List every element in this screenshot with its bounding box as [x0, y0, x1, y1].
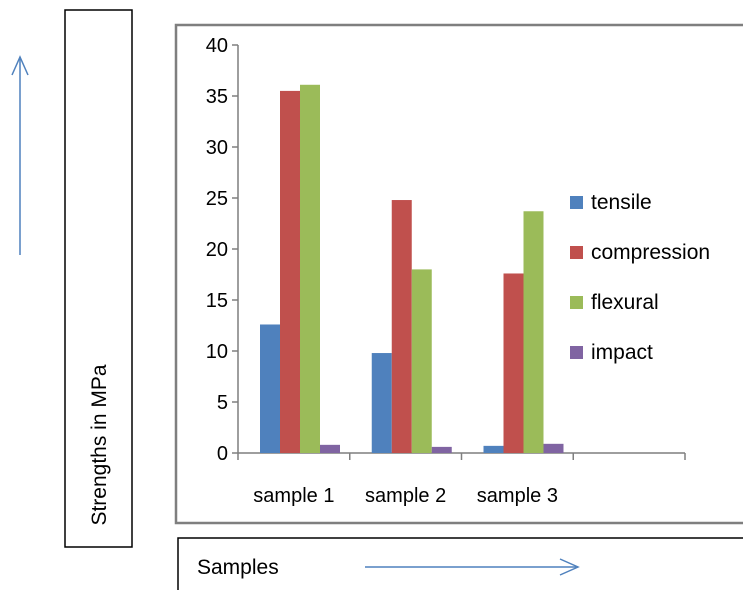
y-tick-label: 25	[206, 188, 228, 210]
y-tick-label: 15	[206, 290, 228, 312]
y-tick-label: 30	[206, 137, 228, 159]
y-tick-label: 20	[206, 239, 228, 261]
bar-compression-3	[503, 273, 524, 453]
xlabel-box	[177, 537, 743, 590]
x-tick-label: sample 3	[477, 485, 558, 507]
legend-label-flexural: flexural	[591, 291, 659, 314]
legend-swatch-flexural	[570, 296, 583, 309]
x-tick-labels: sample 1 sample 2 sample 3	[253, 485, 558, 507]
legend-swatch-compression	[570, 246, 583, 259]
bar-compression-1	[280, 90, 300, 454]
y-tick-label: 35	[206, 86, 228, 108]
ylabel-box	[64, 9, 133, 548]
y-tick-label: 5	[217, 392, 228, 414]
bar-tensile-2	[371, 353, 392, 453]
legend: tensile compression flexural impact	[570, 191, 710, 364]
bar-impact-2	[431, 446, 452, 453]
bar-tensile-1	[260, 324, 280, 453]
x-tick-label: sample 1	[253, 485, 334, 507]
legend-label-compression: compression	[591, 241, 710, 264]
bar-flexural-1	[300, 84, 320, 453]
bar-impact-1	[320, 444, 340, 453]
bar-flexural-3	[523, 211, 544, 453]
legend-label-impact: impact	[591, 341, 653, 364]
right-arrow-icon	[365, 558, 580, 576]
bars	[260, 84, 564, 454]
xlabel: Samples	[197, 556, 279, 579]
ylabel: Strengths in MPa	[88, 364, 111, 525]
bar-compression-2	[391, 200, 412, 453]
x-tick-label: sample 2	[365, 485, 446, 507]
bar-impact-3	[543, 443, 564, 453]
bar-tensile-3	[483, 445, 504, 453]
legend-label-tensile: tensile	[591, 191, 652, 214]
up-arrow-icon	[11, 55, 29, 255]
y-tick-label: 10	[206, 341, 228, 363]
y-tick-label: 0	[217, 443, 228, 465]
legend-swatch-impact	[570, 346, 583, 359]
legend-swatch-tensile	[570, 196, 583, 209]
y-axis: 0 5 10 15 20 25 30 35 40	[206, 35, 239, 465]
bar-flexural-2	[411, 269, 432, 453]
y-tick-label: 40	[206, 35, 228, 57]
